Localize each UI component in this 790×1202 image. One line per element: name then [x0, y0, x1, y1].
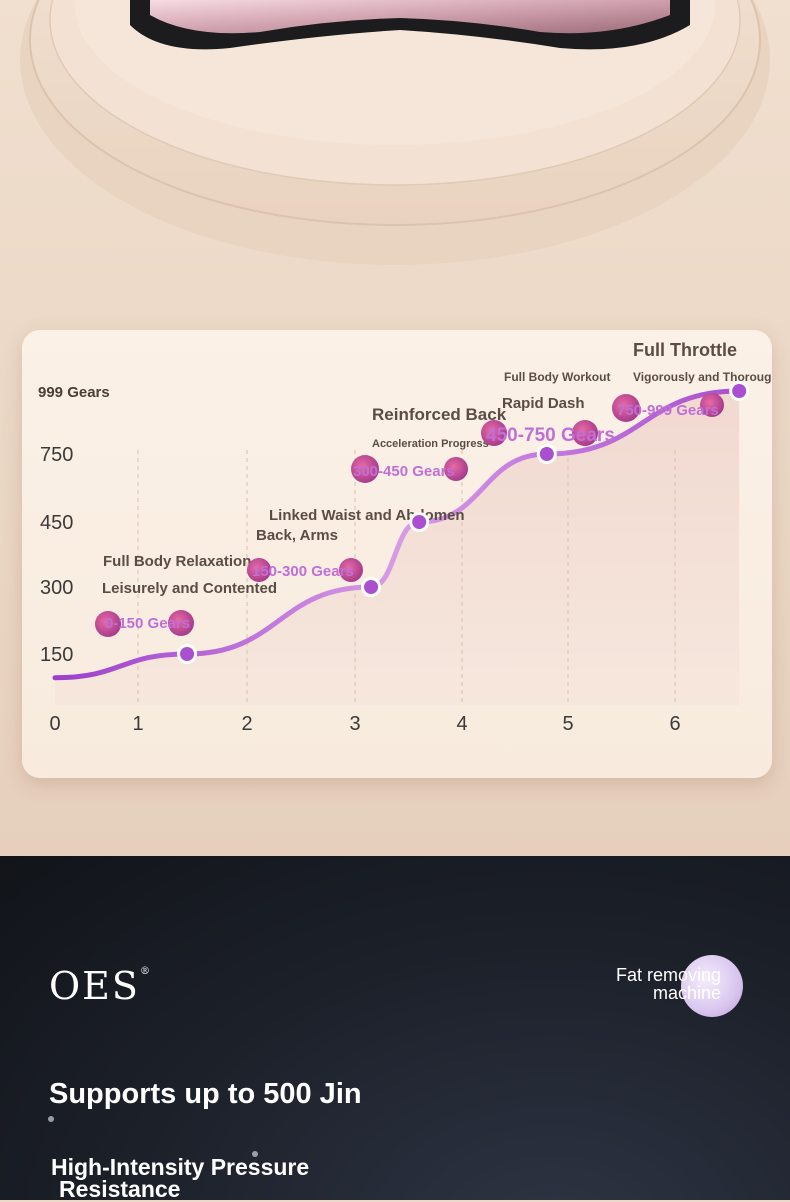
stage-name-label: Full Body Workout	[504, 370, 610, 384]
stage-desc-label: Back, Arms	[256, 527, 338, 544]
stage-range-label: 0-150 Gears	[105, 615, 190, 632]
stage-desc-label: Leisurely and Contented	[102, 580, 277, 597]
x-tick-label: 4	[456, 713, 467, 735]
data-point	[539, 447, 554, 461]
data-point	[180, 647, 195, 661]
registered-mark: ®	[139, 966, 152, 977]
massager-device-image	[20, 0, 770, 265]
stage-range-label: 300-450 Gears	[353, 463, 455, 480]
stage-range-label: 150-300 Gears	[252, 563, 354, 580]
feature-panel: OES® Fat removing machine Supports up to…	[0, 856, 790, 1202]
stage-desc-label: Rapid Dash	[502, 395, 585, 412]
range-badge	[168, 610, 194, 636]
brand-logo: OES®	[49, 964, 152, 1008]
range-badge	[339, 558, 363, 582]
x-tick-label: 6	[669, 713, 680, 735]
product-tag-line2: machine	[652, 983, 721, 1003]
chart-canvas: Full Body Relaxation Leisurely and Conten…	[38, 340, 772, 735]
data-point	[412, 515, 427, 529]
stage-desc-label: Acceleration Progress	[372, 438, 489, 450]
product-tag: Fat removing machine	[616, 966, 721, 1002]
x-tick-label: 3	[349, 713, 360, 735]
y-tick-label: 450	[40, 512, 73, 534]
stage-range-label: 750-999 Gears	[617, 402, 719, 419]
y-tick-label: 150	[40, 644, 73, 666]
range-badge	[700, 393, 724, 417]
decorative-speck	[48, 1116, 54, 1122]
range-badge	[444, 457, 468, 481]
decorative-speck	[252, 1151, 258, 1157]
product-hero: Full Body Relaxation Leisurely and Conten…	[0, 0, 790, 856]
stage-name-label: Full Body Relaxation	[103, 553, 251, 570]
range-badge	[247, 558, 271, 582]
range-badge	[572, 420, 598, 446]
data-point	[364, 580, 379, 594]
range-badge	[612, 394, 640, 422]
stage-name-label: Linked Waist and Abdomen	[269, 507, 465, 524]
headline: Supports up to 500 Jin	[49, 1078, 362, 1110]
stage-desc-label: Vigorously and Thoroughly	[633, 370, 772, 384]
x-tick-label: 2	[241, 713, 252, 735]
stage-name-label: Reinforced Back	[372, 405, 507, 424]
product-tag-line1: Fat removing	[615, 965, 721, 985]
x-tick-label: 5	[562, 713, 573, 735]
chart-title: Full Throttle	[633, 340, 737, 360]
tag-decoration-circle	[681, 955, 743, 1017]
range-badge	[351, 455, 379, 483]
subheadline-line1: High-Intensity Pressure	[51, 1154, 310, 1180]
y-tick-label: 750	[40, 444, 73, 466]
x-tick-label: 1	[132, 713, 143, 735]
subheadline: High-Intensity Pressure Resistance	[51, 1154, 310, 1202]
data-point	[732, 384, 747, 398]
gear-level-chart: Full Body Relaxation Leisurely and Conten…	[22, 330, 772, 778]
range-badge	[481, 420, 507, 446]
range-badge	[95, 611, 121, 637]
y-tick-label-max: 999 Gears	[38, 384, 110, 401]
x-tick-label: 0	[49, 713, 60, 735]
subheadline-line2: Resistance	[59, 1176, 181, 1202]
y-tick-label: 300	[40, 577, 73, 599]
stage-range-label: 450-750 Gears	[486, 425, 615, 446]
brand-name: OES	[49, 964, 140, 1008]
